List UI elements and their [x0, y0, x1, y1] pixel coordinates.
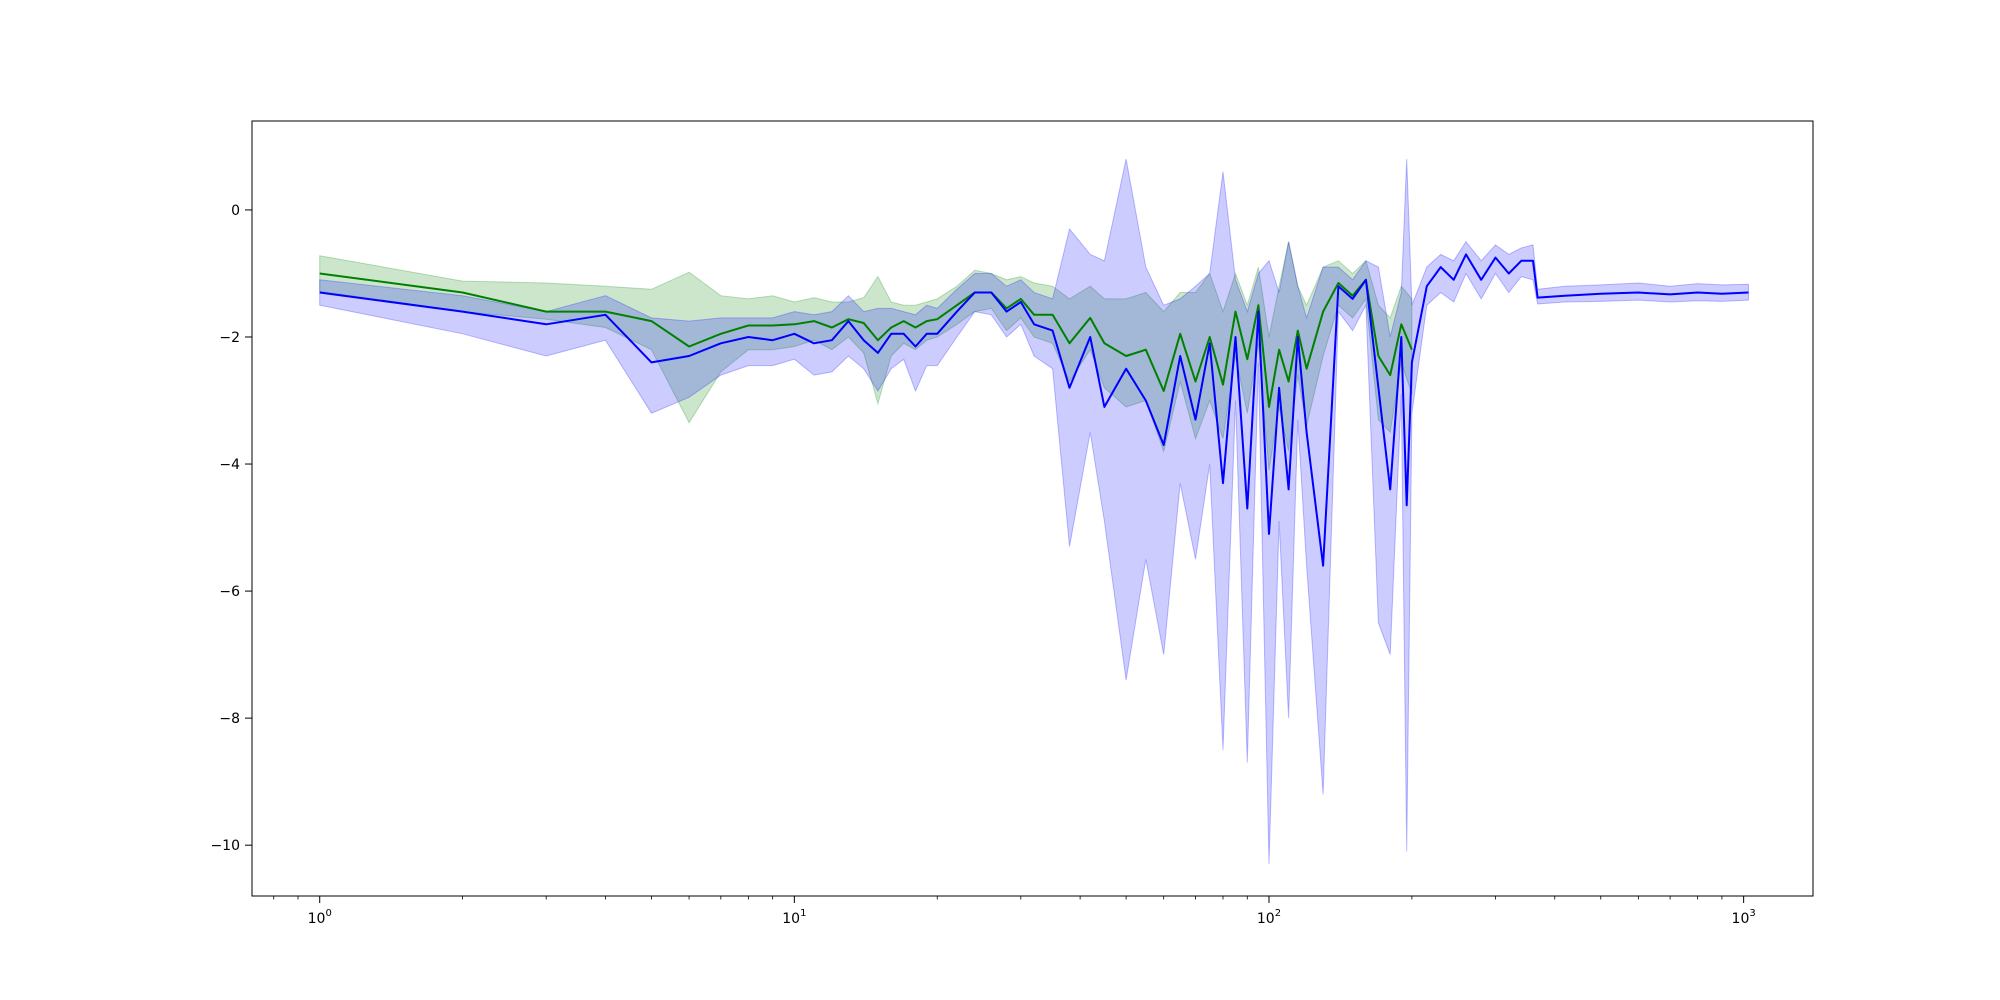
y-tick-label: −6: [219, 584, 240, 600]
x-axis: 100 101 102 103: [273, 896, 1756, 927]
x-tick-label: 101: [782, 908, 806, 927]
y-tick-label: −8: [219, 711, 240, 727]
series-0-band: [319, 241, 1413, 471]
x-tick-label: 102: [1257, 908, 1281, 927]
x-tick-label: 100: [308, 908, 332, 927]
y-tick-label: 0: [231, 203, 240, 219]
y-tick-label: −2: [219, 330, 240, 346]
y-tick-label: −10: [210, 838, 240, 854]
y-axis: 0 −2 −4 −6 −8 −10: [210, 203, 252, 854]
series-lines: [319, 253, 1749, 567]
x-tick-label: 103: [1732, 908, 1756, 927]
series-0-line: [319, 272, 1413, 408]
series-1-band: [319, 158, 1749, 865]
series-1-line: [319, 253, 1749, 567]
confidence-bands: [319, 158, 1749, 865]
plot-area-frame: [251, 120, 1814, 897]
y-tick-label: −4: [219, 457, 240, 473]
